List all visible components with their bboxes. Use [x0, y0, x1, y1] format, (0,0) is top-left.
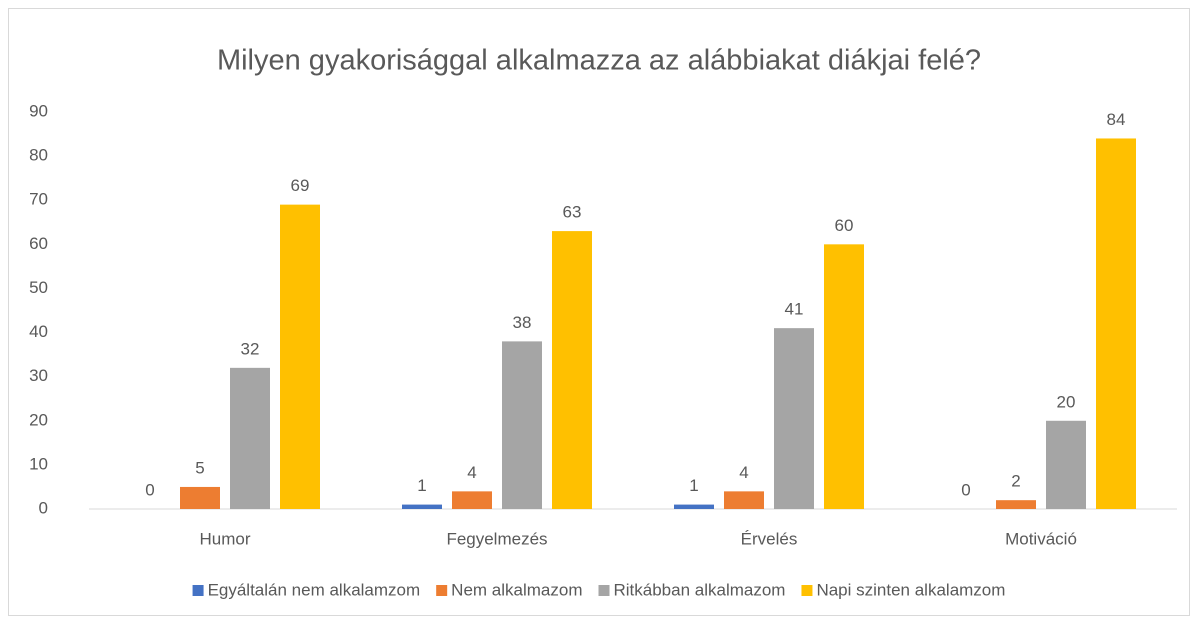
data-label: 5	[195, 458, 204, 477]
bar	[280, 204, 320, 509]
x-tick-label: Fegyelmezés	[446, 529, 547, 548]
data-label: 84	[1107, 110, 1126, 129]
legend-label: Napi szinten alkalamzom	[816, 580, 1005, 599]
legend-label: Ritkábban alkalmazom	[613, 580, 785, 599]
legend-swatch	[192, 585, 204, 596]
data-label: 1	[689, 476, 698, 495]
data-label: 60	[835, 216, 854, 235]
y-tick-label: 80	[29, 146, 48, 165]
data-label: 0	[961, 480, 970, 499]
y-tick-label: 50	[29, 278, 48, 297]
bar	[180, 486, 220, 509]
legend-swatch	[801, 585, 813, 596]
y-tick-label: 0	[39, 498, 48, 517]
y-tick-label: 30	[29, 366, 48, 385]
legend-swatch	[436, 585, 448, 596]
bar	[774, 328, 814, 509]
x-tick-label: Humor	[199, 529, 250, 548]
bar	[1046, 420, 1086, 509]
x-tick-label: Érvelés	[741, 529, 798, 548]
bar	[502, 341, 542, 509]
bar	[674, 504, 714, 509]
y-tick-label: 60	[29, 234, 48, 253]
bar	[402, 504, 442, 509]
y-tick-label: 40	[29, 322, 48, 341]
y-tick-label: 20	[29, 410, 48, 429]
y-tick-label: 90	[29, 101, 48, 120]
bar	[996, 500, 1036, 509]
chart-border	[8, 8, 1190, 616]
bar	[230, 367, 270, 509]
data-label: 4	[467, 463, 476, 482]
chart-title: Milyen gyakorisággal alkalmazza az alább…	[217, 45, 981, 77]
data-label: 20	[1057, 392, 1076, 411]
legend-label: Nem alkalmazom	[451, 580, 582, 599]
bar	[452, 491, 492, 509]
legend-swatch	[598, 585, 610, 596]
x-tick-label: Motiváció	[1005, 529, 1077, 548]
data-label: 1	[417, 476, 426, 495]
bar	[552, 231, 592, 509]
bar	[724, 491, 764, 509]
data-label: 41	[785, 300, 804, 319]
data-label: 38	[513, 313, 532, 332]
legend-label: Egyáltalán nem alkalamzom	[208, 580, 421, 599]
y-tick-label: 70	[29, 190, 48, 209]
bar	[1096, 138, 1136, 509]
data-label: 32	[241, 339, 260, 358]
data-label: 2	[1011, 472, 1020, 491]
data-label: 4	[739, 463, 748, 482]
data-label: 0	[145, 480, 154, 499]
data-label: 69	[291, 176, 310, 195]
bar	[824, 244, 864, 510]
y-tick-label: 10	[29, 454, 48, 473]
data-label: 63	[563, 203, 582, 222]
